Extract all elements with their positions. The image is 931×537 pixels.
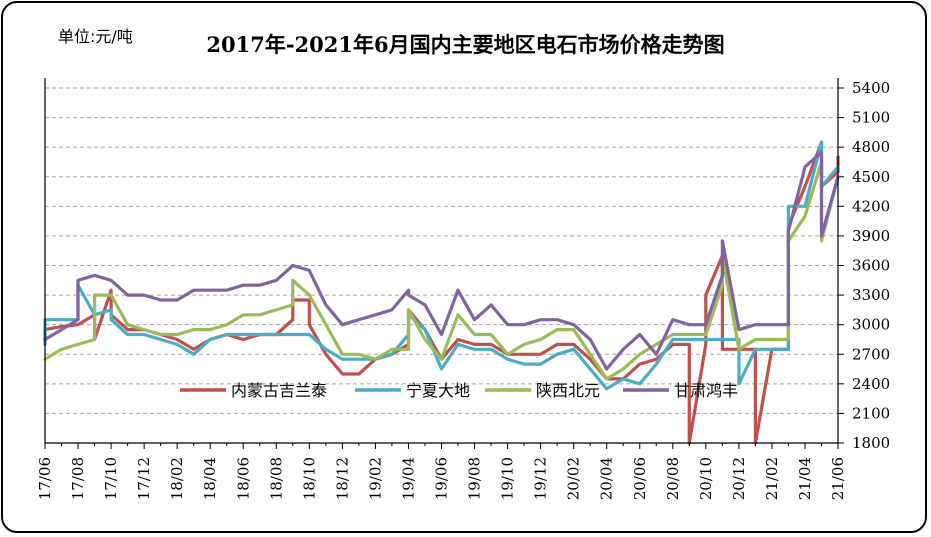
x-tick-label: 18/02: [168, 457, 186, 500]
series-lines: [43, 140, 840, 445]
y-tick-label: 1800: [852, 434, 890, 452]
unit-label: 单位:元/吨: [58, 27, 133, 46]
legend-label: 内蒙古吉兰泰: [231, 381, 327, 400]
x-tick-label: 20/04: [598, 457, 616, 500]
x-tick-label: 19/10: [499, 457, 517, 500]
axes: [44, 78, 839, 449]
legend-label: 宁夏大地: [406, 381, 470, 400]
x-tick-label: 17/08: [69, 457, 87, 500]
legend-label: 陕西北元: [536, 381, 600, 400]
y-tick-label: 4200: [852, 197, 890, 215]
y-tick-label: 3000: [852, 316, 890, 334]
x-tick-label: 20/12: [730, 457, 748, 500]
y-tick-label: 2100: [852, 404, 890, 422]
y-tick-label: 4800: [852, 138, 890, 156]
legend-label: 甘肃鸿丰: [674, 381, 738, 400]
x-tick-labels: 17/06 17/08 17/10 17/12 18/02 18/04 18/06 18/08…: [36, 457, 847, 500]
x-tick-label: 17/12: [135, 457, 153, 500]
x-tick-label: 19/12: [532, 457, 550, 500]
x-tick-label: 21/02: [763, 457, 781, 500]
x-tick-label: 20/02: [565, 457, 583, 500]
y-tick-label: 5400: [852, 79, 890, 97]
x-tick-label: 17/06: [36, 457, 54, 500]
x-tick-label: 19/06: [433, 457, 451, 500]
y-tick-label: 3300: [852, 286, 890, 304]
x-tick-label: 21/04: [796, 457, 814, 500]
x-tick-label: 20/06: [631, 457, 649, 500]
x-tick-label: 20/08: [664, 457, 682, 500]
y-tick-label: 4500: [852, 168, 890, 186]
x-tick-label: 21/06: [829, 457, 847, 500]
y-tick-label: 5100: [852, 109, 890, 127]
x-tick-label: 18/12: [333, 457, 351, 500]
y-tick-label: 3900: [852, 227, 890, 245]
x-tick-label: 18/10: [300, 457, 318, 500]
x-tick-label: 19/08: [466, 457, 484, 500]
y-tick-label: 3600: [852, 257, 890, 275]
y-tick-label: 2700: [852, 345, 890, 363]
x-tick-label: 20/10: [697, 457, 715, 500]
y-tick-labels: 1800 2100 2400 2700 3000 3300 3600 3900 4200 4500…: [852, 79, 890, 452]
x-tick-label: 17/10: [102, 457, 120, 500]
y-tick-label: 2400: [852, 375, 890, 393]
x-tick-label: 18/06: [234, 457, 252, 500]
x-tick-label: 19/02: [366, 457, 384, 500]
x-tick-label: 19/04: [399, 457, 417, 500]
series-line: [43, 160, 840, 381]
chart-title: 2017年-2021年6月国内主要地区电石市场价格走势图: [206, 32, 725, 57]
x-tick-label: 18/08: [267, 457, 285, 500]
series-line: [43, 150, 840, 371]
legend: 内蒙古吉兰泰 宁夏大地 陕西北元 甘肃鸿丰: [180, 381, 738, 400]
x-tick-label: 18/04: [201, 457, 219, 500]
